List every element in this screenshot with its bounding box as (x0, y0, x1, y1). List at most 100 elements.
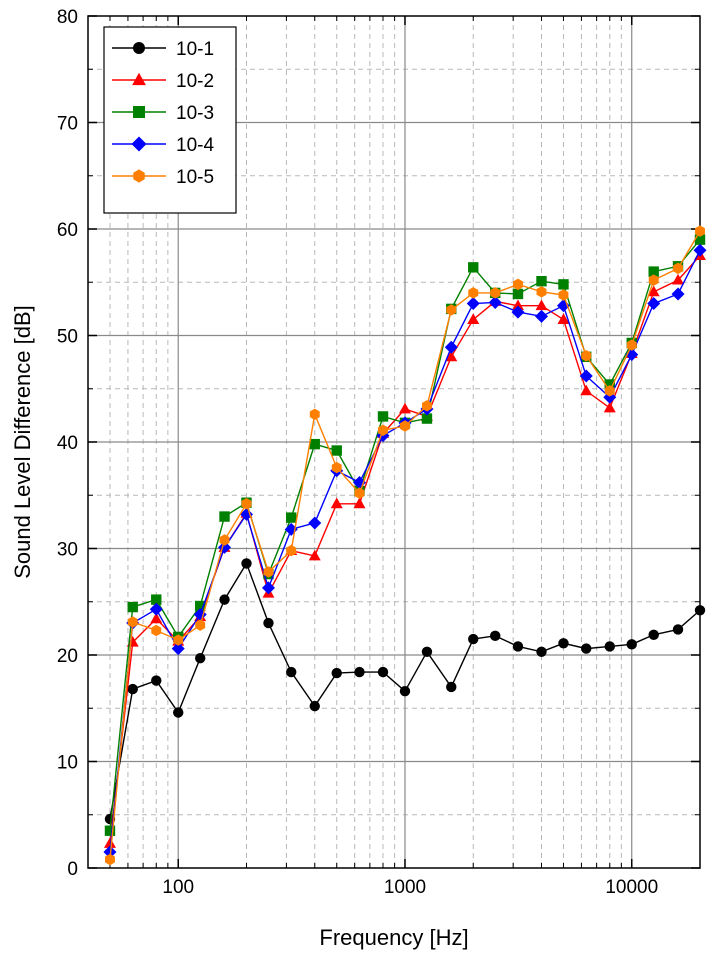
data-point (490, 630, 501, 642)
data-point (103, 837, 116, 848)
data-point (535, 309, 549, 323)
data-point (103, 845, 117, 859)
data-point (400, 420, 410, 432)
legend-marker (132, 72, 146, 86)
data-point (513, 278, 523, 291)
y-tick-label: 40 (57, 433, 78, 454)
data-point (378, 424, 388, 437)
data-point (171, 642, 185, 656)
data-point (286, 512, 297, 523)
data-point (672, 273, 685, 285)
data-point (604, 385, 615, 397)
data-point (195, 619, 206, 631)
data-point (105, 853, 115, 866)
data-point (421, 646, 433, 658)
data-point (467, 313, 480, 324)
data-point (219, 511, 230, 522)
data-point (353, 497, 366, 509)
data-point (377, 411, 389, 422)
data-point (241, 558, 252, 569)
data-point (579, 369, 593, 383)
data-point (151, 675, 162, 686)
data-point (261, 581, 275, 595)
series-10-5 (105, 225, 705, 866)
legend-item-10-2: 10-2 (112, 71, 214, 92)
data-point (694, 605, 706, 616)
data-point (603, 401, 616, 413)
data-point (535, 299, 548, 311)
data-point (104, 825, 116, 836)
data-point (626, 639, 637, 650)
data-point (331, 667, 342, 679)
legend-item-10-1: 10-1 (112, 39, 214, 60)
legend: 10-1 10-2 10-3 10-4 10-5 (103, 26, 237, 214)
data-point (490, 287, 501, 299)
data-point (511, 305, 525, 319)
legend-label: 10-5 (176, 167, 214, 188)
data-point (444, 340, 458, 354)
data-point (446, 304, 457, 316)
data-point (558, 638, 569, 649)
data-point (466, 297, 480, 311)
data-point (580, 384, 593, 396)
data-point (219, 534, 230, 546)
x-axis-title: Frequency [Hz] (319, 925, 468, 950)
y-tick-label: 20 (57, 646, 78, 667)
data-point (126, 635, 139, 647)
data-point (581, 643, 592, 654)
data-point (604, 641, 615, 652)
data-point (446, 681, 457, 693)
legend-item-10-3: 10-3 (112, 103, 214, 124)
data-point (422, 400, 432, 412)
data-point (445, 350, 458, 362)
data-point (286, 544, 297, 557)
data-point (399, 402, 411, 414)
legend-marker (133, 42, 145, 54)
data-point (309, 408, 320, 421)
data-point (309, 438, 320, 450)
x-tick-label: 100 (162, 877, 194, 898)
data-point (399, 686, 411, 697)
data-point (694, 234, 706, 245)
data-point (672, 624, 684, 635)
data-point (557, 313, 570, 324)
data-point (558, 279, 569, 290)
legend-item-10-5: 10-5 (112, 167, 214, 188)
data-point (468, 633, 479, 645)
y-tick-label: 0 (67, 859, 78, 880)
data-point (581, 350, 592, 362)
data-point (354, 487, 365, 499)
data-point (127, 616, 138, 628)
data-point (173, 634, 184, 646)
y-tick-label: 50 (57, 327, 78, 348)
data-point (558, 289, 569, 301)
data-point (648, 629, 659, 640)
axis-ticks: 0 10 20 30 40 50 60 70 80 100 1000 10000 (57, 7, 700, 898)
y-tick-label: 30 (57, 540, 78, 561)
data-point (263, 617, 274, 629)
y-tick-label: 10 (57, 753, 78, 774)
y-axis-title: Sound Level Difference [dB] (10, 305, 35, 579)
data-point (488, 295, 502, 309)
data-point (468, 262, 479, 273)
y-tick-label: 80 (57, 7, 78, 28)
legend-item-10-4: 10-4 (112, 135, 214, 156)
data-point (648, 274, 659, 286)
data-point (512, 288, 524, 300)
data-point (151, 624, 162, 637)
series-10-4 (103, 243, 707, 859)
data-point (308, 516, 322, 530)
data-point (239, 507, 253, 521)
x-tick-label: 10000 (605, 877, 658, 898)
data-point (377, 666, 389, 678)
data-point (331, 445, 342, 456)
data-point (468, 287, 479, 299)
series-10-1 (104, 558, 706, 825)
series-layer (103, 225, 707, 866)
data-point (309, 700, 320, 712)
data-point (647, 285, 660, 297)
data-point (330, 497, 343, 509)
data-point (150, 612, 163, 624)
legend-marker (133, 106, 145, 118)
data-point (173, 707, 184, 718)
